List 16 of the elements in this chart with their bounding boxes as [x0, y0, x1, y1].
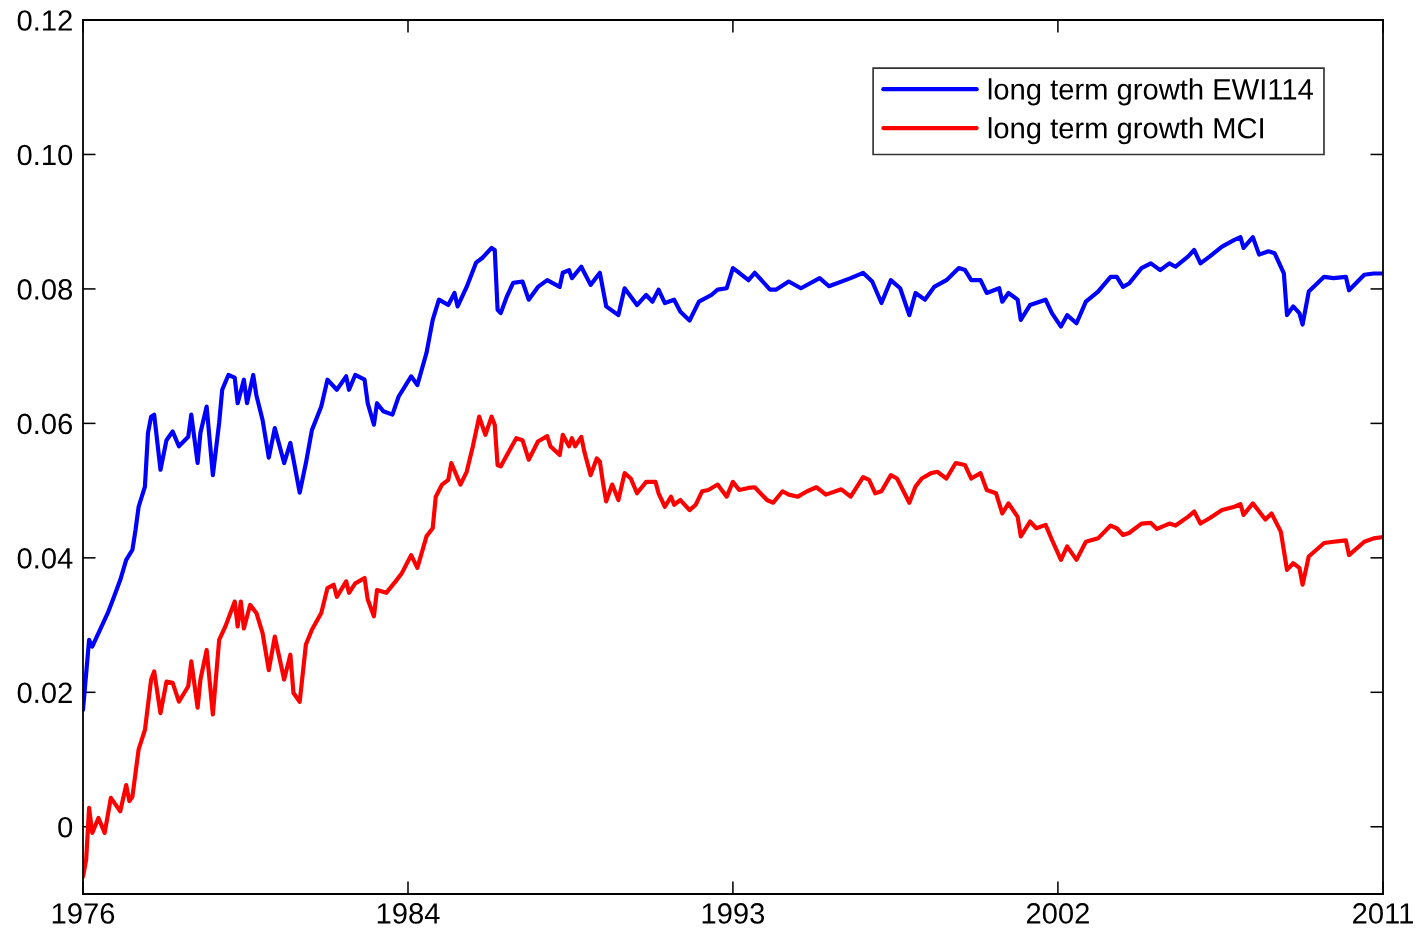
y-tick-label: 0.04: [17, 548, 73, 569]
legend-label: long term growth EWI114: [988, 78, 1313, 106]
y-tick-label: 0.08: [17, 279, 73, 300]
legend-label: long term growth MCI: [988, 117, 1263, 145]
x-tick-label: 2011: [1353, 903, 1413, 924]
y-tick-label: 0.10: [17, 144, 73, 166]
y-tick-label: 0.12: [17, 10, 72, 31]
line-series: [83, 414, 1383, 879]
line-series: [83, 235, 1383, 712]
y-tick-label: 0.02: [17, 682, 72, 704]
x-tick-label: 2002: [1026, 903, 1089, 924]
x-tick-label: 1976: [52, 903, 115, 924]
y-tick-label: 0: [58, 816, 73, 838]
y-tick-label: 0.06: [17, 413, 72, 435]
x-tick-label: 1993: [702, 903, 765, 924]
x-tick-label: 1984: [377, 903, 440, 924]
